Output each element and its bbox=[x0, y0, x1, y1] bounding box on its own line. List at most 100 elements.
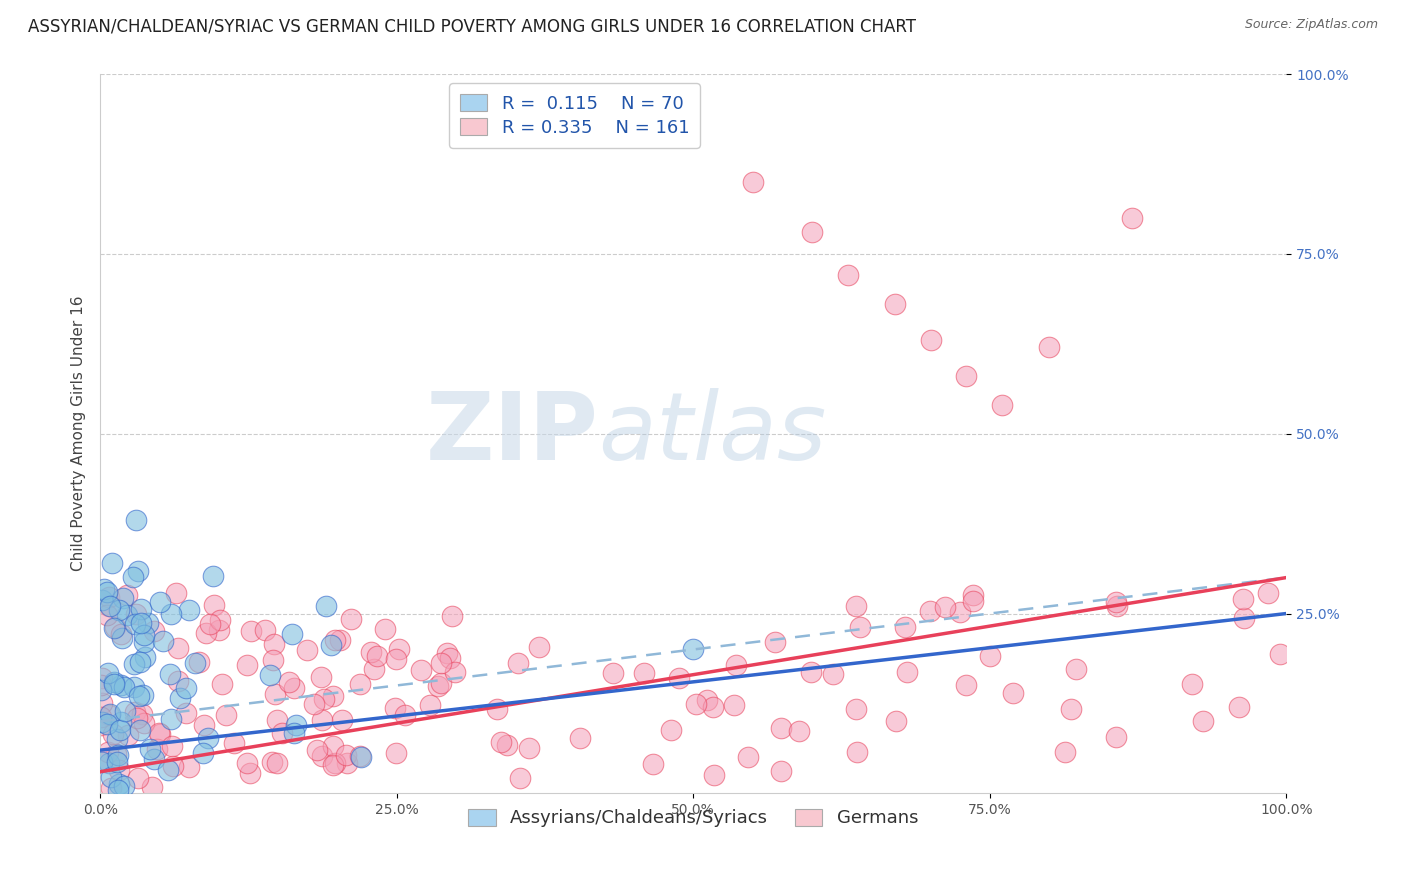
Point bbox=[1053, 746, 1076, 760]
Point bbox=[108, 764, 131, 778]
Point bbox=[849, 620, 872, 634]
Point bbox=[260, 756, 283, 770]
Point bbox=[125, 607, 148, 621]
Point bbox=[115, 588, 138, 602]
Point bbox=[134, 715, 156, 730]
Point bbox=[124, 617, 146, 632]
Point bbox=[198, 617, 221, 632]
Point bbox=[962, 594, 984, 608]
Point bbox=[152, 633, 174, 648]
Point bbox=[281, 627, 304, 641]
Point bbox=[141, 780, 163, 794]
Point bbox=[134, 649, 156, 664]
Point bbox=[103, 621, 125, 635]
Point bbox=[920, 333, 942, 347]
Point bbox=[896, 665, 918, 679]
Point bbox=[104, 620, 127, 634]
Point bbox=[224, 736, 246, 750]
Point bbox=[962, 588, 984, 602]
Point bbox=[886, 714, 908, 729]
Point bbox=[319, 638, 342, 652]
Point bbox=[763, 635, 786, 649]
Point bbox=[696, 693, 718, 707]
Point bbox=[90, 696, 112, 710]
Point bbox=[122, 680, 145, 694]
Point bbox=[741, 175, 763, 189]
Point bbox=[129, 602, 152, 616]
Point bbox=[519, 741, 541, 756]
Point bbox=[184, 656, 207, 670]
Point bbox=[101, 556, 124, 570]
Point bbox=[90, 683, 112, 698]
Point bbox=[444, 665, 467, 680]
Point bbox=[110, 627, 132, 641]
Point bbox=[193, 717, 215, 731]
Point bbox=[90, 710, 112, 724]
Point bbox=[188, 655, 211, 669]
Point bbox=[990, 398, 1012, 412]
Point bbox=[385, 652, 408, 666]
Point bbox=[110, 678, 132, 692]
Point bbox=[194, 626, 217, 640]
Point bbox=[97, 745, 120, 759]
Point bbox=[800, 225, 823, 239]
Point bbox=[1060, 702, 1083, 716]
Point bbox=[208, 613, 231, 627]
Point bbox=[920, 604, 942, 618]
Point bbox=[149, 726, 172, 740]
Point bbox=[96, 717, 118, 731]
Point bbox=[429, 656, 451, 670]
Point bbox=[174, 681, 197, 696]
Point bbox=[128, 723, 150, 738]
Point bbox=[105, 732, 128, 747]
Point bbox=[330, 713, 353, 727]
Point bbox=[128, 689, 150, 703]
Point bbox=[114, 704, 136, 718]
Point bbox=[108, 777, 131, 791]
Point bbox=[419, 698, 441, 712]
Point bbox=[323, 756, 346, 771]
Point bbox=[845, 745, 868, 759]
Point bbox=[98, 707, 121, 722]
Point bbox=[363, 663, 385, 677]
Point bbox=[211, 677, 233, 691]
Point bbox=[202, 598, 225, 612]
Point bbox=[96, 584, 118, 599]
Point bbox=[263, 637, 285, 651]
Point bbox=[176, 706, 198, 720]
Point bbox=[661, 723, 683, 737]
Point bbox=[125, 711, 148, 725]
Point bbox=[486, 702, 509, 716]
Point bbox=[1121, 211, 1143, 225]
Point bbox=[162, 759, 184, 773]
Point bbox=[411, 663, 433, 677]
Point bbox=[165, 586, 187, 600]
Point bbox=[304, 697, 326, 711]
Point bbox=[436, 646, 458, 660]
Point bbox=[122, 657, 145, 671]
Point bbox=[259, 667, 281, 681]
Point bbox=[329, 632, 352, 647]
Point bbox=[1038, 340, 1060, 354]
Point bbox=[110, 715, 132, 730]
Point bbox=[111, 631, 134, 645]
Point bbox=[177, 760, 200, 774]
Point bbox=[349, 676, 371, 690]
Point bbox=[1105, 730, 1128, 744]
Point bbox=[235, 657, 257, 672]
Point bbox=[1192, 714, 1215, 729]
Point bbox=[311, 749, 333, 764]
Point bbox=[1002, 686, 1025, 700]
Point bbox=[90, 678, 112, 692]
Point bbox=[394, 708, 416, 723]
Point bbox=[278, 675, 301, 690]
Point bbox=[103, 674, 125, 689]
Point bbox=[955, 678, 977, 692]
Point bbox=[723, 698, 745, 713]
Point bbox=[955, 369, 977, 384]
Point bbox=[100, 771, 122, 785]
Point bbox=[239, 766, 262, 780]
Point bbox=[112, 591, 135, 605]
Point bbox=[127, 564, 149, 578]
Point bbox=[266, 756, 288, 771]
